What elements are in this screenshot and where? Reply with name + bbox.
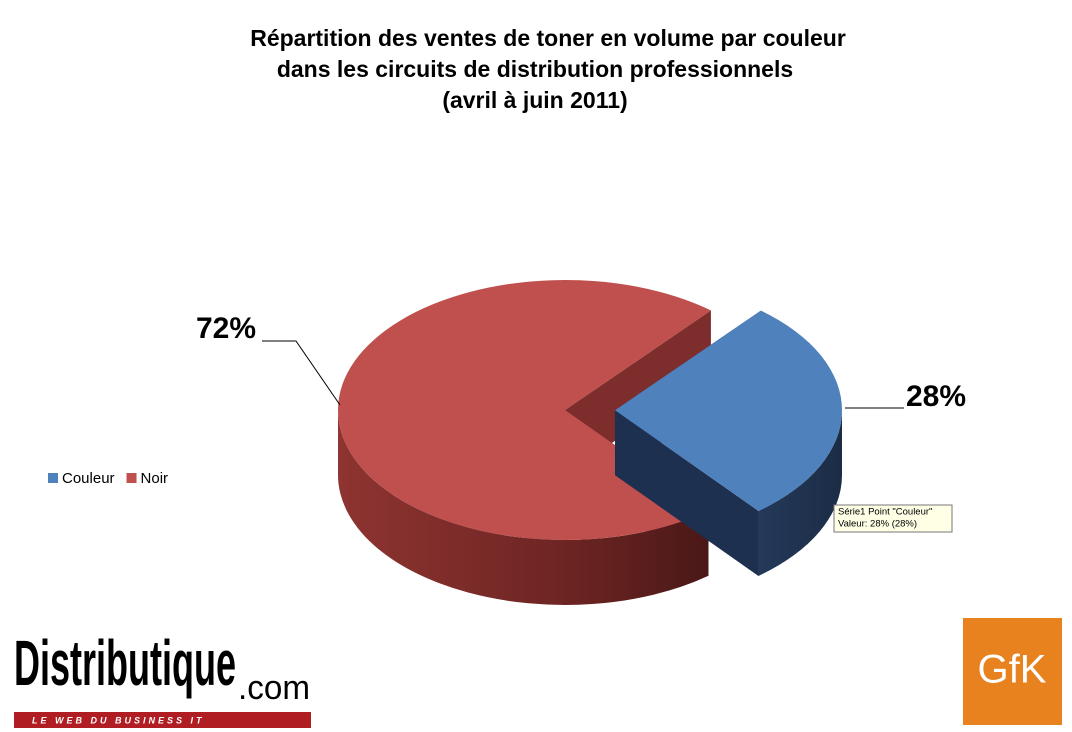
logo-text: .com [238, 669, 310, 707]
tooltip-box [833, 504, 953, 533]
chart-title: Répartition des ventes de toner en volum… [250, 25, 846, 51]
legend-swatch [126, 473, 137, 483]
data-label: 72% [196, 312, 256, 345]
chart-title: (avril à juin 2011) [442, 87, 627, 113]
tooltip-text: Valeur: 28% (28%) [838, 519, 917, 530]
tooltip: Série1 Point "Couleur" Valeur: 28% (28%) [833, 504, 953, 533]
slice [614, 310, 842, 511]
slice-cut-face [614, 410, 759, 576]
legend-swatch [48, 473, 58, 483]
logo-bar [14, 712, 311, 728]
slice-cut-face [565, 310, 711, 475]
logo-left: Distributique .com LE WEB DU BUSINESS IT [14, 627, 311, 728]
leader-line [262, 340, 341, 406]
logo-text: GfK [978, 648, 1047, 692]
legend-label: Noir [141, 470, 169, 487]
logo-box [963, 618, 1062, 725]
logo-right: GfK [963, 618, 1062, 725]
slice-side [758, 410, 842, 576]
data-label: 28% [906, 380, 966, 413]
logo-tagline: LE WEB DU BUSINESS IT [32, 715, 205, 725]
chart-title: dans les circuits de distribution profes… [277, 56, 793, 82]
legend-label: Couleur [62, 470, 115, 487]
tooltip-text: Série1 Point "Couleur" [838, 507, 932, 518]
slice-side [338, 410, 709, 605]
logo-text: Distributique [14, 627, 236, 699]
